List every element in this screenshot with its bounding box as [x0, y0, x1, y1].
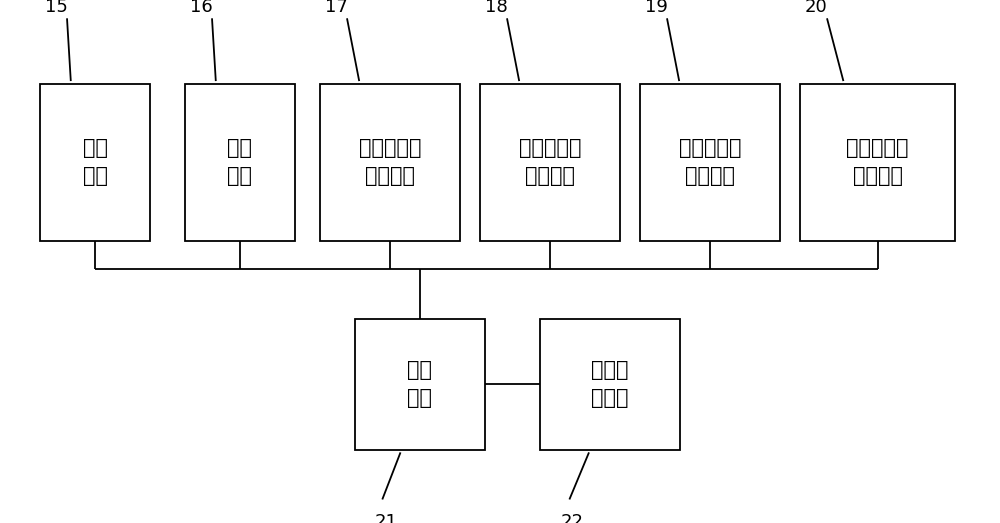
Text: 挤压机筒温
度传感器: 挤压机筒温 度传感器: [359, 138, 421, 186]
Text: 16: 16: [190, 0, 213, 16]
FancyBboxPatch shape: [480, 84, 620, 241]
FancyBboxPatch shape: [640, 84, 780, 241]
FancyBboxPatch shape: [40, 84, 150, 241]
FancyBboxPatch shape: [540, 319, 680, 450]
Text: 加热
系统: 加热 系统: [82, 138, 108, 186]
FancyBboxPatch shape: [185, 84, 295, 241]
Text: 20: 20: [805, 0, 828, 16]
Text: 22: 22: [561, 513, 584, 523]
FancyBboxPatch shape: [355, 319, 485, 450]
Text: 控制
系统: 控制 系统: [408, 360, 432, 408]
Text: 19: 19: [645, 0, 668, 16]
Text: 水冷
系统: 水冷 系统: [228, 138, 252, 186]
Text: 挤压机筒压
力传感器: 挤压机筒压 力传感器: [519, 138, 581, 186]
Text: 人机交
互界面: 人机交 互界面: [591, 360, 629, 408]
Text: 18: 18: [485, 0, 508, 16]
Text: 21: 21: [374, 513, 397, 523]
Text: 熔融机筒压
力传感器: 熔融机筒压 力传感器: [846, 138, 909, 186]
Text: 熔融机筒温
度传感器: 熔融机筒温 度传感器: [679, 138, 741, 186]
FancyBboxPatch shape: [800, 84, 955, 241]
Text: 17: 17: [325, 0, 348, 16]
Text: 15: 15: [45, 0, 68, 16]
FancyBboxPatch shape: [320, 84, 460, 241]
